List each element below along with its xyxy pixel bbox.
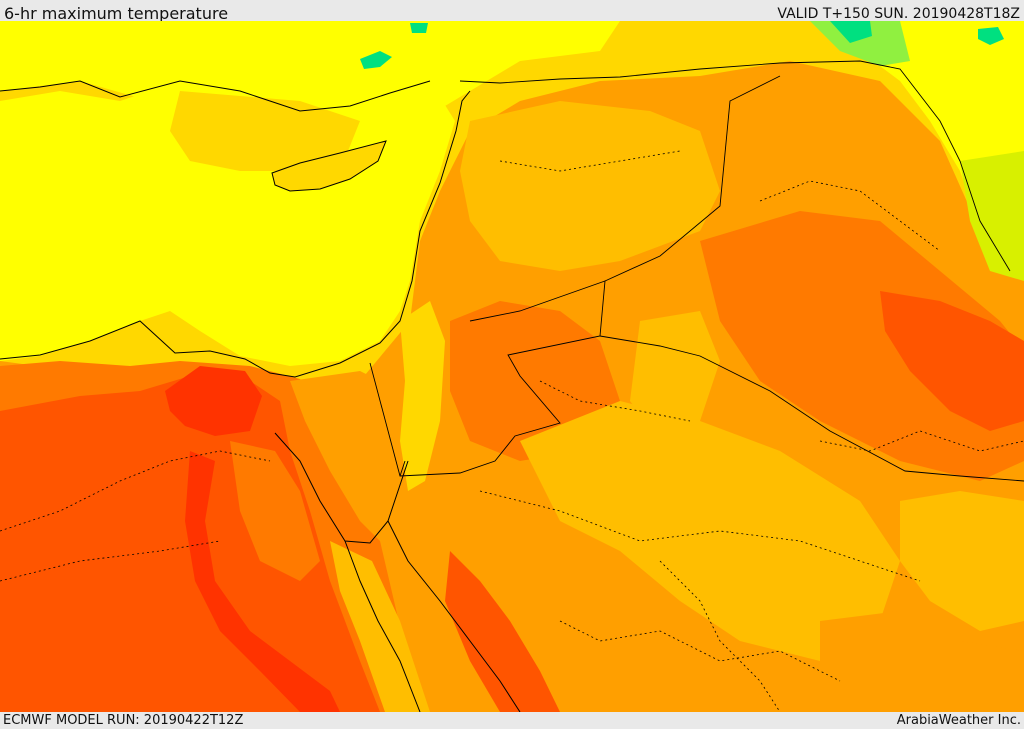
field-hejaz-red-orange: [445, 551, 560, 712]
field-nile-red: [185, 451, 340, 712]
valid-time: VALID T+150 SUN. 20190428T18Z: [777, 6, 1020, 22]
map-title: 6-hr maximum temperature: [4, 4, 229, 23]
field-ne-green-3: [978, 27, 1004, 45]
title-bar: 6-hr maximum temperature VALID T+150 SUN…: [0, 0, 1024, 23]
field-ne-green: [810, 21, 910, 66]
field-east-gold: [900, 491, 1024, 631]
map-canvas: [0, 21, 1024, 712]
admin-borders: [0, 150, 1024, 712]
field-syria-gold: [460, 101, 720, 271]
field-levant-coast-gold: [400, 301, 445, 491]
field-saudi-gold: [520, 401, 900, 661]
field-iraq-red-orange: [880, 291, 1024, 431]
model-run: ECMWF MODEL RUN: 20190422T12Z: [3, 713, 244, 728]
footer-bar: ECMWF MODEL RUN: 20190422T12Z ArabiaWeat…: [0, 712, 1024, 729]
field-iraq-dark: [700, 211, 1024, 481]
field-ne-green-2: [830, 21, 872, 43]
field-saudi-gold-2: [630, 311, 720, 441]
field-sinai-orange: [290, 371, 420, 541]
field-n-green-4: [360, 51, 392, 69]
temperature-map[interactable]: [0, 21, 1024, 712]
field-redsea-gold: [330, 541, 430, 712]
country-borders: [369, 60, 1024, 482]
field-sea-gold-patch: [170, 91, 360, 171]
field-ne-yellowgreen: [960, 151, 1024, 281]
field-western-desert-dark: [230, 441, 320, 581]
coastlines: [0, 80, 521, 712]
field-se-orange: [820, 611, 1024, 712]
credit: ArabiaWeather Inc.: [896, 713, 1021, 728]
field-n-green-5: [410, 23, 428, 33]
field-delta-red: [165, 366, 262, 436]
